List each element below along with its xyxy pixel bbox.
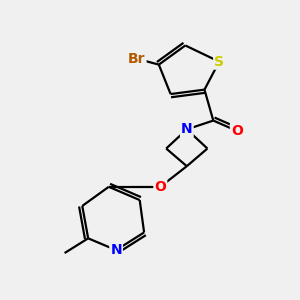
Text: O: O bbox=[154, 180, 166, 194]
Text: O: O bbox=[231, 124, 243, 138]
Text: S: S bbox=[214, 55, 224, 69]
Text: N: N bbox=[181, 122, 193, 136]
Text: Br: Br bbox=[128, 52, 146, 66]
Text: N: N bbox=[110, 243, 122, 257]
